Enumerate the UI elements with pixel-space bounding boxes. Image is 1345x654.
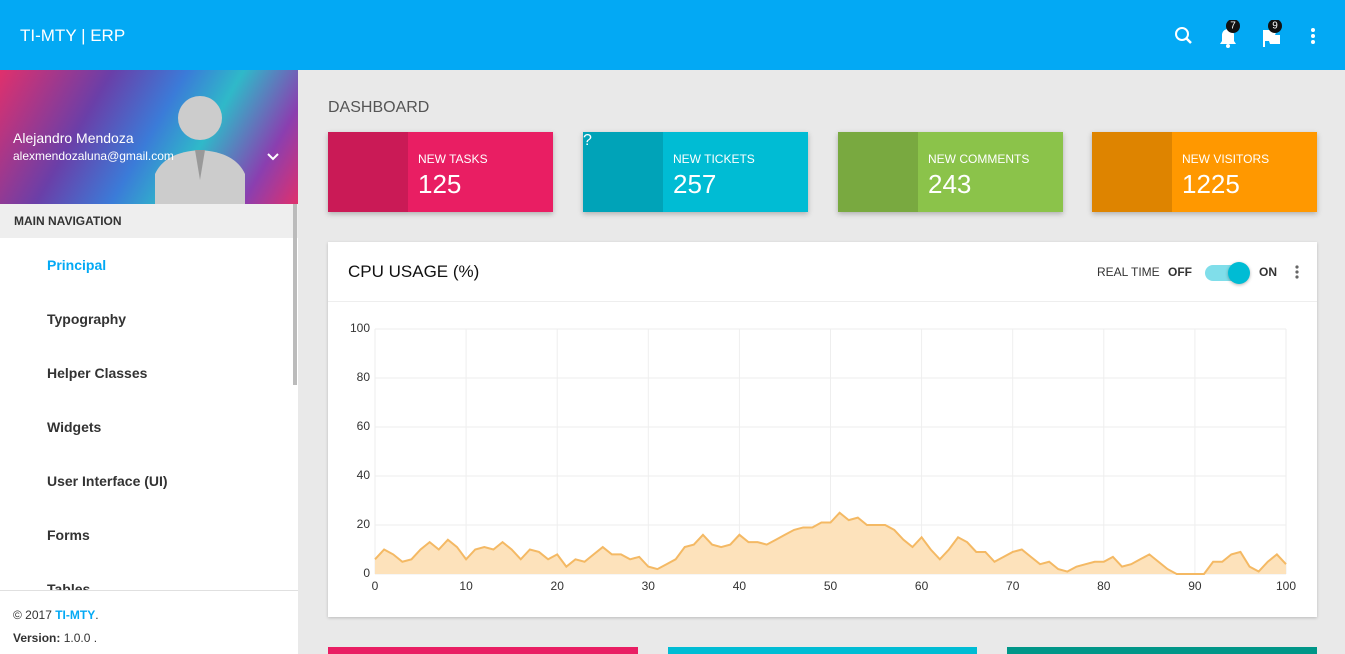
flags-icon[interactable]: 9 xyxy=(1263,20,1282,47)
off-label: OFF xyxy=(1168,265,1192,279)
y-tick-label: 20 xyxy=(357,517,371,531)
panel-title: CPU USAGE (%) xyxy=(348,262,480,281)
nav-item[interactable]: Forms xyxy=(0,508,298,562)
area-fill xyxy=(375,512,1286,574)
nav-label: Helper Classes xyxy=(47,365,148,381)
bottom-card xyxy=(1007,647,1317,654)
page-title: DASHBOARD xyxy=(328,99,430,116)
y-tick-label: 80 xyxy=(357,370,371,384)
on-label: ON xyxy=(1259,265,1277,279)
nav-label: Typography xyxy=(47,311,127,327)
version: 1.0.0 xyxy=(63,631,91,645)
sidebar: Alejandro Mendoza alexmendozaluna@gmail.… xyxy=(0,70,298,654)
brand-suffix: . xyxy=(95,608,99,622)
nav-label: Principal xyxy=(47,257,107,273)
user-panel: Alejandro Mendoza alexmendozaluna@gmail.… xyxy=(0,70,298,204)
y-tick-label: 0 xyxy=(363,566,370,580)
realtime-label: REAL TIME xyxy=(1097,265,1160,279)
panel-header: CPU USAGE (%) REAL TIME OFF ON xyxy=(328,242,1317,302)
svg-text:?: ? xyxy=(583,132,592,149)
notifications-icon[interactable]: 7 xyxy=(1220,20,1240,48)
cpu-chart: 0 20 40 60 80 100 0 10 20 30 40 50 60 70 80 90 100 xyxy=(350,321,1296,593)
realtime-switch[interactable] xyxy=(1205,262,1250,284)
panel-menu[interactable] xyxy=(1293,264,1301,282)
info-card: NEW COMMENTS 243 xyxy=(838,132,1063,212)
version-suffix: . xyxy=(93,631,98,645)
x-tick-label: 10 xyxy=(459,579,473,593)
nav-label: Widgets xyxy=(47,419,102,435)
y-tick-label: 100 xyxy=(350,321,370,335)
card-value: 243 xyxy=(928,169,972,199)
version-label: Version: xyxy=(13,631,61,645)
card-label: NEW TASKS xyxy=(418,152,488,166)
user-name: Alejandro Mendoza xyxy=(13,130,134,146)
card-icon xyxy=(838,132,918,212)
app-title[interactable]: TI-MTY | ERP xyxy=(20,26,126,45)
avatar xyxy=(155,96,245,204)
y-tick-label: 60 xyxy=(357,419,371,433)
x-tick-label: 100 xyxy=(1276,579,1296,593)
bottom-card xyxy=(328,647,638,654)
cpu-line xyxy=(374,511,1287,575)
nav-item[interactable]: Widgets xyxy=(0,400,298,454)
nav-item[interactable]: User Interface (UI) xyxy=(0,454,298,508)
card-label: NEW TICKETS xyxy=(673,152,755,166)
y-tick-label: 40 xyxy=(357,468,371,482)
nav-list: Principal Typography Helper Classes Widgets… xyxy=(0,238,298,590)
nav-item[interactable]: Typography xyxy=(0,292,298,346)
card-icon xyxy=(1092,132,1172,212)
brand-link[interactable]: TI-MTY xyxy=(55,608,96,622)
card-label: NEW COMMENTS xyxy=(928,152,1030,166)
x-tick-label: 50 xyxy=(824,579,838,593)
info-card: ? NEW TICKETS 257 xyxy=(583,132,808,212)
more-icon[interactable] xyxy=(1311,28,1315,44)
user-email: alexmendozaluna@gmail.com xyxy=(13,149,174,163)
top-bar: TI-MTY | ERP 7 9 xyxy=(0,0,1345,70)
nav-item[interactable]: Tables xyxy=(0,562,298,590)
card-value: 257 xyxy=(673,169,717,199)
card-label: NEW VISITORS xyxy=(1182,152,1270,166)
scrollbar xyxy=(293,204,297,385)
x-tick-label: 30 xyxy=(642,579,656,593)
card-icon xyxy=(328,132,408,212)
sidebar-footer: © 2017 TI-MTY. Version: 1.0.0 . xyxy=(0,590,298,654)
nav-header: MAIN NAVIGATION xyxy=(0,204,298,238)
x-tick-label: 20 xyxy=(551,579,565,593)
x-tick-label: 90 xyxy=(1188,579,1202,593)
x-tick-label: 60 xyxy=(915,579,929,593)
search-icon[interactable] xyxy=(1175,27,1192,44)
card-icon: ? xyxy=(583,132,663,212)
x-tick-label: 0 xyxy=(372,579,379,593)
nav-label: User Interface (UI) xyxy=(47,473,168,489)
switch-knob xyxy=(1228,262,1250,284)
card-value: 1225 xyxy=(1182,169,1240,199)
bottom-card xyxy=(668,647,977,654)
cpu-panel: CPU USAGE (%) REAL TIME OFF ON 0 20 40 60 80… xyxy=(328,242,1317,617)
copyright: © 2017 xyxy=(13,608,52,622)
nav-label: Tables xyxy=(47,581,91,590)
nav-item[interactable]: Helper Classes xyxy=(0,346,298,400)
nav-label: Forms xyxy=(47,527,90,543)
info-card: NEW VISITORS 1225 xyxy=(1092,132,1317,212)
notification-badge: 7 xyxy=(1230,21,1236,32)
flag-badge: 9 xyxy=(1272,21,1278,32)
x-tick-label: 40 xyxy=(733,579,747,593)
x-tick-label: 80 xyxy=(1097,579,1111,593)
user-menu-toggle[interactable] xyxy=(266,152,280,162)
card-value: 125 xyxy=(418,169,462,199)
nav-item[interactable]: Principal xyxy=(0,238,298,292)
info-card: NEW TASKS 125 xyxy=(328,132,553,212)
x-tick-label: 70 xyxy=(1006,579,1020,593)
header-icons: 7 9 xyxy=(1175,20,1315,48)
